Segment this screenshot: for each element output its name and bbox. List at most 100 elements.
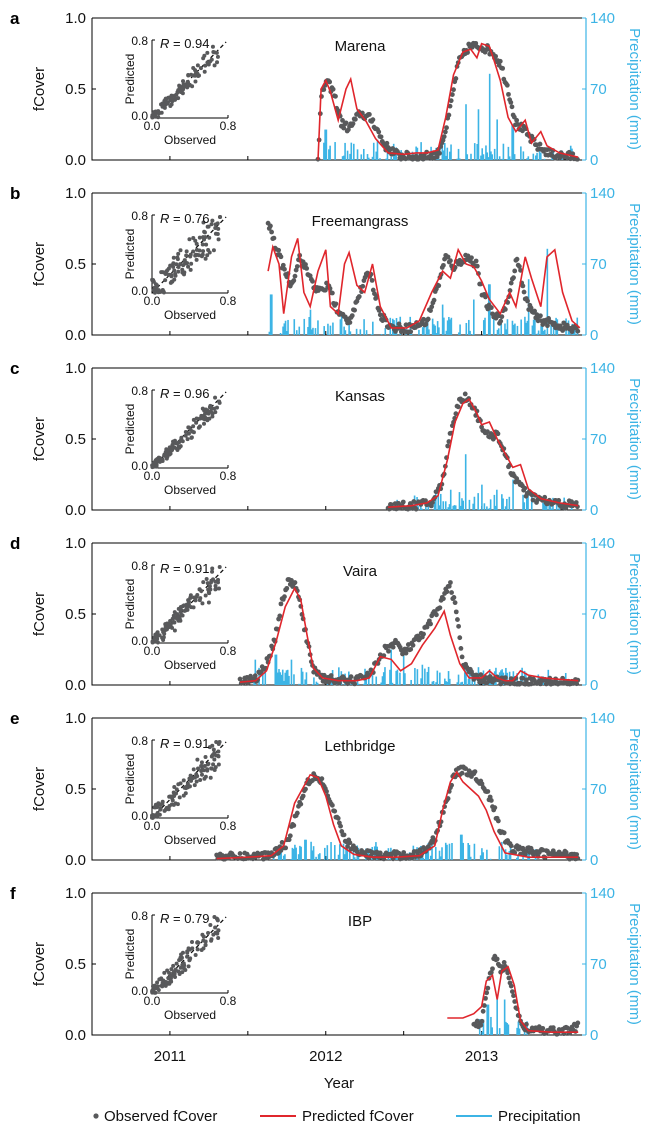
inset-scatter: R = 0.94 0.8 0.00.0 0.8 Observed Predicted: [123, 34, 237, 147]
observed-point: [268, 223, 273, 229]
observed-point: [504, 82, 510, 88]
observed-point: [494, 956, 500, 962]
precip-bar: [502, 143, 505, 160]
inset-point: [204, 242, 209, 247]
precip-bar: [518, 1028, 521, 1035]
observed-point: [516, 264, 522, 269]
precip-bar: [512, 479, 514, 510]
precip-bar: [425, 506, 427, 510]
precip-bar: [501, 494, 503, 510]
inset-point: [213, 925, 218, 930]
inset-point: [186, 264, 191, 269]
y-axis-label: fCover: [31, 592, 48, 636]
precip-bar: [482, 1019, 485, 1035]
inset-point: [188, 267, 193, 272]
observed-point: [485, 985, 491, 991]
precip-bar: [504, 506, 507, 510]
inset-x-tick-label: 0.0: [144, 819, 161, 833]
precip-bar: [313, 677, 315, 685]
observed-point: [338, 823, 343, 829]
precip-bar: [315, 681, 318, 685]
observed-point: [508, 100, 514, 105]
inset-point: [205, 581, 210, 586]
precip-bar: [478, 509, 481, 510]
inset-point: [211, 762, 216, 767]
observed-point: [360, 283, 366, 289]
precip-bar: [416, 147, 419, 160]
inset-point: [169, 279, 174, 284]
inset-point: [194, 420, 199, 425]
precip-bar: [431, 318, 434, 335]
inset-point: [203, 63, 208, 68]
inset-point: [172, 628, 177, 633]
precip-bar: [328, 149, 330, 160]
precip-bar: [457, 148, 460, 160]
inset-point: [214, 405, 219, 410]
precip-bar: [344, 142, 346, 160]
y-axis-label: fCover: [31, 67, 48, 111]
precip-bar: [390, 156, 393, 160]
inset-point: [216, 580, 221, 585]
y2-tick-label: 70: [590, 956, 607, 973]
precip-bar: [516, 1027, 518, 1035]
observed-point: [575, 328, 581, 334]
inset-point: [201, 220, 206, 225]
precip-bar: [372, 142, 375, 160]
observed-point: [509, 989, 515, 994]
inset-point: [209, 409, 214, 414]
precip-bar: [367, 157, 370, 160]
observed-point: [502, 675, 508, 681]
precip-bar: [420, 142, 422, 160]
inset-point: [164, 97, 169, 102]
inset-point: [205, 768, 210, 773]
inset-point: [202, 230, 207, 235]
precip-bar: [485, 145, 487, 160]
inset-point: [203, 593, 208, 598]
precip-bar: [445, 330, 448, 335]
r-symbol: R: [160, 911, 169, 926]
observed-point: [441, 596, 446, 602]
precip-bar: [486, 1004, 488, 1035]
inset-point: [151, 984, 156, 989]
precip-bar: [544, 329, 546, 335]
observed-point: [400, 499, 406, 505]
inset-point: [150, 640, 155, 645]
inset-point: [170, 625, 175, 630]
observed-point: [448, 258, 453, 264]
y2-tick-label: 140: [590, 360, 615, 377]
inset-point: [190, 939, 195, 944]
inset-point: [170, 447, 175, 452]
precip-bar: [349, 153, 351, 160]
y2-axis-label: Precipitation (mm): [626, 903, 643, 1025]
y2-tick-label: 140: [590, 885, 615, 902]
precip-bar: [516, 325, 519, 335]
precip-bar: [423, 323, 425, 335]
precip-bar: [498, 846, 501, 860]
precip-bar: [309, 309, 312, 335]
observed-point: [574, 852, 580, 857]
precip-bar: [573, 327, 576, 335]
precip-bar: [433, 502, 436, 510]
precip-bar: [269, 294, 272, 335]
precip-bar: [469, 330, 471, 335]
site-title: IBP: [348, 913, 372, 930]
precip-bar: [540, 152, 542, 160]
precip-bar: [292, 848, 295, 860]
inset-scatter: R = 0.91 0.8 0.00.0 0.8 Observed Predicted: [123, 734, 237, 847]
precip-bar: [514, 323, 516, 335]
inset-point: [172, 610, 177, 615]
y-tick-label: 1.0: [65, 185, 86, 202]
observed-point: [522, 485, 528, 491]
observed-point: [433, 150, 439, 156]
precip-bar: [439, 672, 441, 685]
precip-bar: [346, 150, 349, 160]
precip-bar: [372, 321, 374, 335]
inset-point: [150, 988, 155, 993]
precip-bar: [506, 854, 508, 860]
inset-point: [209, 938, 214, 943]
inset-point: [168, 619, 173, 624]
inset-point: [172, 93, 177, 98]
precip-bar: [427, 504, 430, 510]
precip-bar: [496, 329, 499, 335]
inset-point: [162, 970, 167, 975]
